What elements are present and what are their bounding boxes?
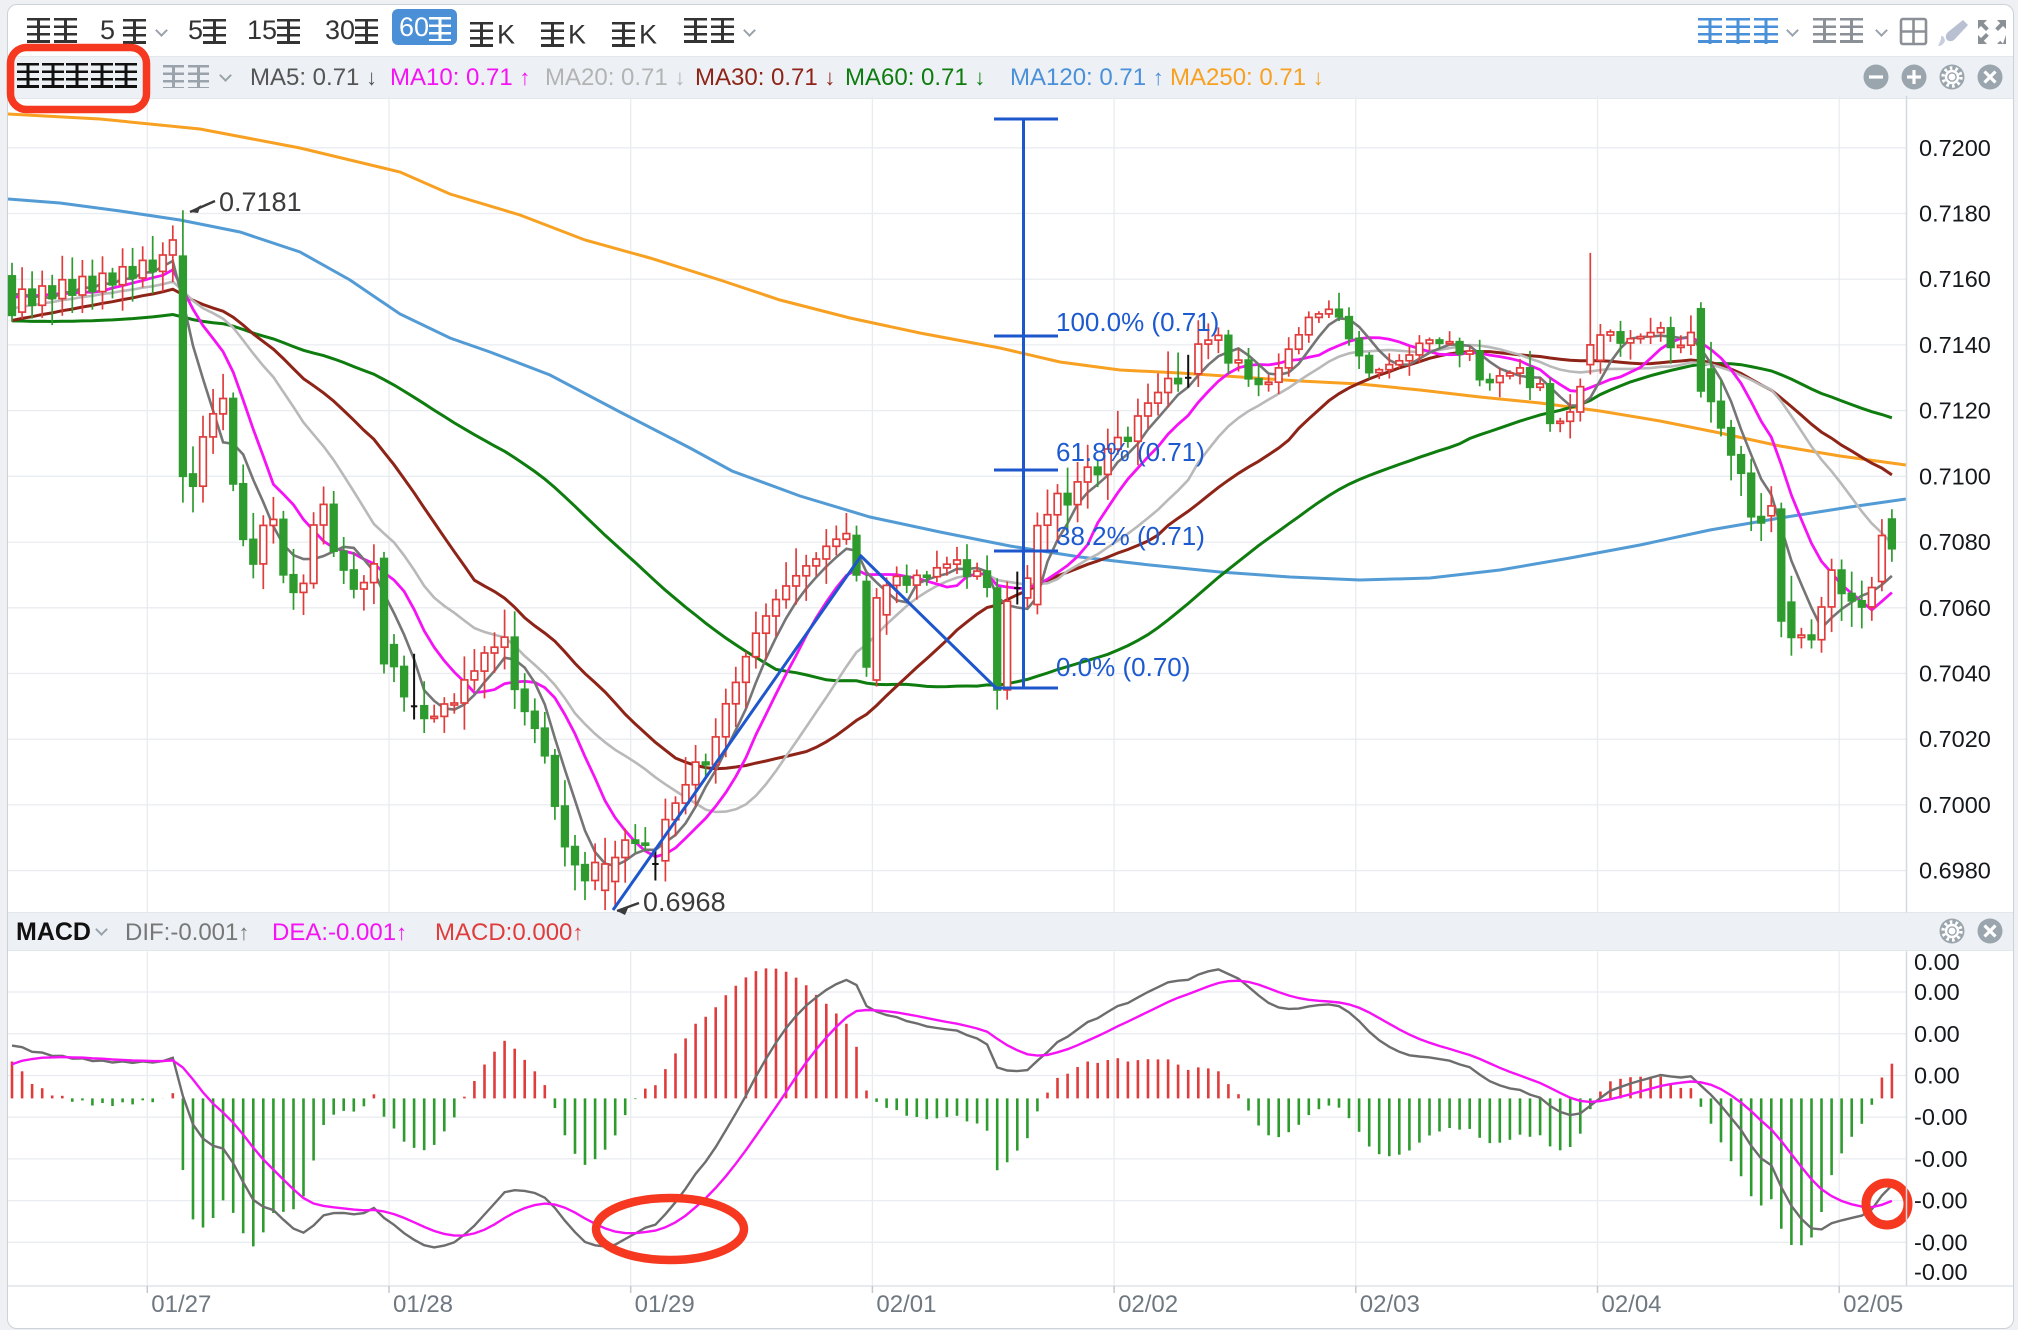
svg-text:0.7140: 0.7140 bbox=[1919, 332, 1991, 358]
svg-text:-0.00: -0.00 bbox=[1914, 1188, 1968, 1214]
svg-text:01/27: 01/27 bbox=[151, 1291, 211, 1318]
svg-text:0.7120: 0.7120 bbox=[1919, 398, 1991, 424]
svg-text:61.8% (0.71): 61.8% (0.71) bbox=[1056, 437, 1205, 467]
svg-text:0.00: 0.00 bbox=[1914, 949, 1960, 975]
svg-text:02/05: 02/05 bbox=[1843, 1291, 1903, 1318]
svg-text:0.7180: 0.7180 bbox=[1919, 201, 1991, 227]
svg-text:01/29: 01/29 bbox=[635, 1291, 695, 1318]
svg-text:0.7040: 0.7040 bbox=[1919, 661, 1991, 687]
svg-text:0.00: 0.00 bbox=[1914, 979, 1960, 1005]
svg-text:0.7000: 0.7000 bbox=[1919, 792, 1991, 818]
svg-text:-0.00: -0.00 bbox=[1914, 1259, 1968, 1285]
svg-text:02/01: 02/01 bbox=[876, 1291, 936, 1318]
svg-text:0.6968: 0.6968 bbox=[643, 887, 726, 917]
svg-text:100.0% (0.71): 100.0% (0.71) bbox=[1056, 307, 1219, 337]
svg-text:-0.00: -0.00 bbox=[1914, 1229, 1968, 1255]
svg-text:0.7080: 0.7080 bbox=[1919, 529, 1991, 555]
svg-text:0.7181: 0.7181 bbox=[219, 187, 302, 217]
svg-text:0.7020: 0.7020 bbox=[1919, 726, 1991, 752]
svg-text:01/28: 01/28 bbox=[393, 1291, 453, 1318]
svg-text:0.0% (0.70): 0.0% (0.70) bbox=[1056, 652, 1190, 682]
svg-text:-0.00: -0.00 bbox=[1914, 1146, 1968, 1172]
svg-text:0.00: 0.00 bbox=[1914, 1021, 1960, 1047]
svg-text:0.6980: 0.6980 bbox=[1919, 858, 1991, 884]
svg-text:-0.00: -0.00 bbox=[1914, 1104, 1968, 1130]
svg-text:0.7060: 0.7060 bbox=[1919, 595, 1991, 621]
svg-text:0.7100: 0.7100 bbox=[1919, 463, 1991, 489]
svg-text:38.2% (0.71): 38.2% (0.71) bbox=[1056, 521, 1205, 551]
svg-text:0.7200: 0.7200 bbox=[1919, 135, 1991, 161]
svg-text:02/03: 02/03 bbox=[1360, 1291, 1420, 1318]
svg-text:0.7160: 0.7160 bbox=[1919, 266, 1991, 292]
svg-text:02/04: 02/04 bbox=[1601, 1291, 1661, 1318]
svg-text:0.00: 0.00 bbox=[1914, 1063, 1960, 1089]
svg-text:02/02: 02/02 bbox=[1118, 1291, 1178, 1318]
